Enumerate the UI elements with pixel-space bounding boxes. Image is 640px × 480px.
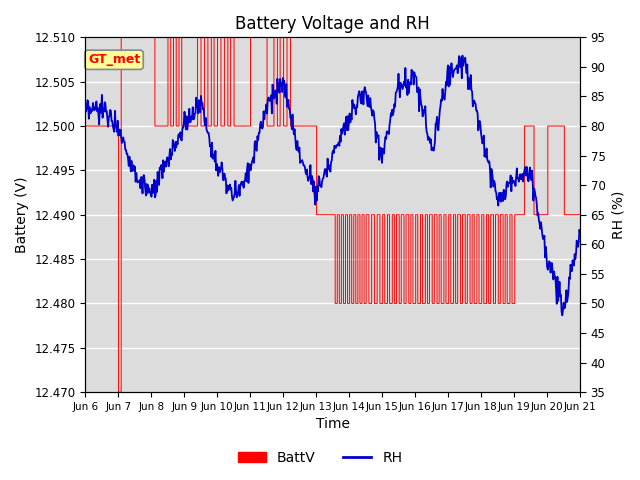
Title: Battery Voltage and RH: Battery Voltage and RH (236, 15, 430, 33)
Legend: BattV, RH: BattV, RH (232, 445, 408, 471)
X-axis label: Time: Time (316, 418, 350, 432)
Y-axis label: RH (%): RH (%) (611, 191, 625, 239)
Text: GT_met: GT_met (88, 53, 140, 66)
Y-axis label: Battery (V): Battery (V) (15, 177, 29, 253)
